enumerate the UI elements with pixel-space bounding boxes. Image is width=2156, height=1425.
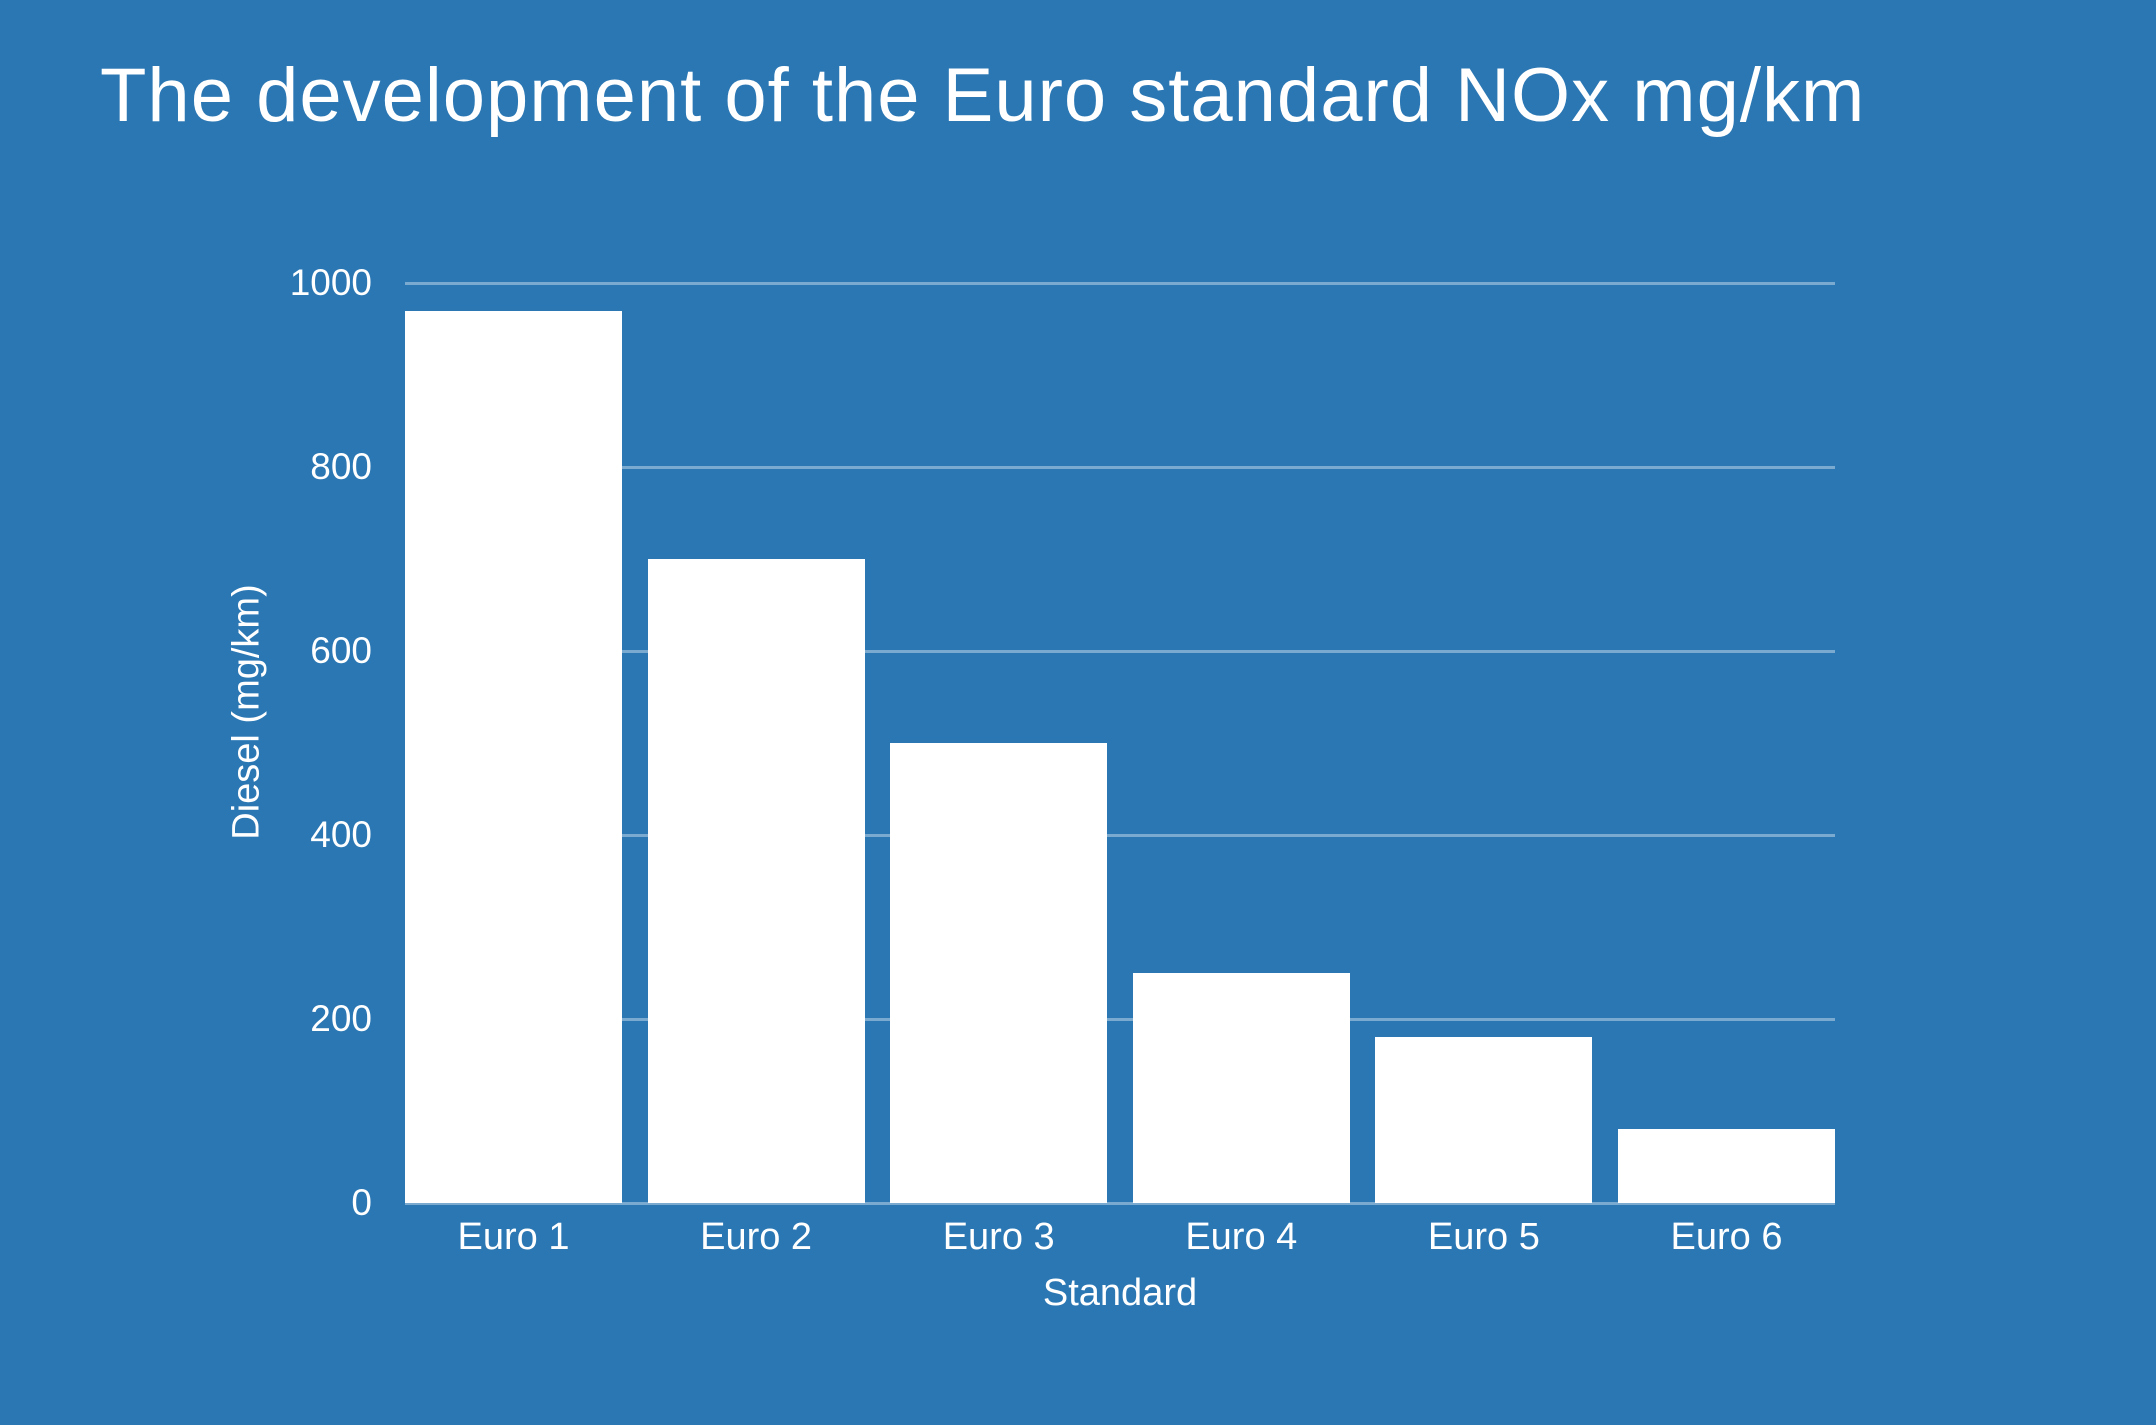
gridline-400 xyxy=(405,834,1835,837)
chart-title: The development of the Euro standard NOx… xyxy=(100,53,1866,138)
y-tick-label-0: 0 xyxy=(351,1182,372,1223)
bar-euro-2 xyxy=(647,559,865,1203)
bar-euro-4 xyxy=(1132,973,1350,1203)
bar-euro-5 xyxy=(1375,1037,1593,1203)
x-tick-label-euro-6: Euro 6 xyxy=(1670,1216,1783,1258)
bar-euro-3 xyxy=(890,743,1108,1203)
y-tick-label-800: 800 xyxy=(310,446,372,487)
x-tick-label-euro-4: Euro 4 xyxy=(1185,1216,1298,1258)
y-tick-label-200: 200 xyxy=(310,998,372,1039)
x-axis-title: Standard xyxy=(1042,1272,1198,1314)
gridline-200 xyxy=(405,1018,1835,1021)
x-tick-label-euro-5: Euro 5 xyxy=(1427,1216,1540,1258)
y-tick-label-1000: 1000 xyxy=(289,262,372,303)
y-axis-title: Diesel (mg/km) xyxy=(225,584,268,840)
gridline-0 xyxy=(405,1202,1835,1205)
gridline-1000 xyxy=(405,282,1835,285)
x-tick-label-euro-2: Euro 2 xyxy=(700,1216,813,1258)
x-tick-label-euro-3: Euro 3 xyxy=(942,1216,1055,1258)
y-tick-label-600: 600 xyxy=(310,630,372,671)
gridline-800 xyxy=(405,466,1835,469)
bar-euro-1 xyxy=(405,311,622,1203)
x-tick-label-euro-1: Euro 1 xyxy=(457,1216,570,1258)
plot-area xyxy=(405,282,1835,1205)
y-tick-label-400: 400 xyxy=(310,814,372,855)
gridline-600 xyxy=(405,650,1835,653)
bar-euro-6 xyxy=(1618,1129,1835,1203)
